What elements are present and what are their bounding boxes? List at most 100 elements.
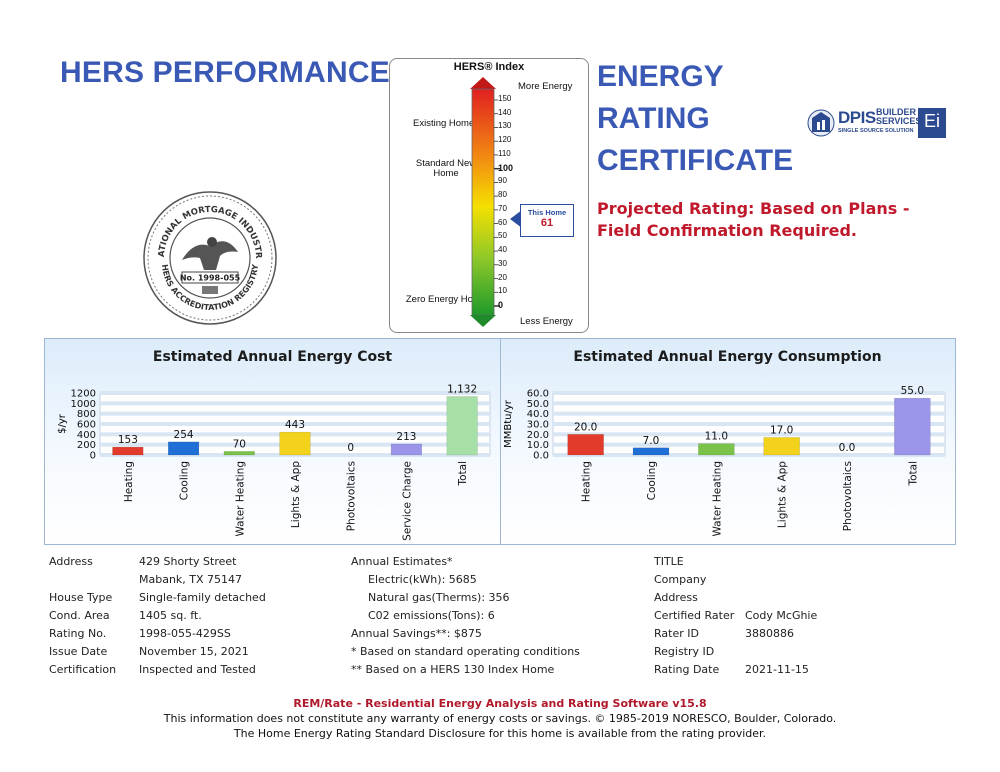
company-address-label: Address (654, 591, 698, 604)
page-title-left: HERS PERFORMANCE (60, 56, 390, 89)
hers-tick-label: 30 (498, 258, 507, 268)
hers-tick-label: 150 (498, 94, 512, 103)
projected-rating-note: Projected Rating: Based on Plans - Field… (597, 199, 910, 240)
bar-value-label: 20.0 (574, 421, 597, 433)
hers-tick-label: 80 (498, 190, 507, 200)
nmi-seal-icon: NATIONAL MORTGAGE INDUSTRY HERS ACCREDIT… (142, 190, 277, 325)
title-line: RATING (597, 102, 710, 135)
annual-savings: Annual Savings**: $875 (351, 627, 482, 640)
bar-value-label: 17.0 (770, 424, 793, 436)
company-label: Company (654, 573, 707, 586)
hers-index-gauge: HERS® Index More Energy Less Energy Exis… (389, 58, 589, 333)
cond-area-label: Cond. Area (49, 609, 110, 622)
hers-tick-label: 130 (498, 121, 512, 131)
category-label: Total (907, 461, 919, 487)
charts-panel: Estimated Annual Energy Cost Estimated A… (44, 338, 956, 545)
bar (894, 397, 931, 456)
bar (390, 443, 423, 456)
y-tick-label: 1200 (71, 389, 96, 400)
this-home-badge: This Home 61 (520, 204, 574, 237)
category-label: Water Heating (711, 461, 723, 537)
rater-id-label: Rater ID (654, 627, 699, 640)
category-label: Heating (581, 461, 593, 502)
hers-tick-label: 0 (498, 300, 504, 310)
seal-number: No. 1998-055 (180, 274, 241, 283)
title-line: ENERGY (597, 60, 724, 93)
address-label: Address (49, 555, 93, 568)
y-tick-label: 0.0 (533, 451, 549, 462)
logo-tagline: SINGLE SOURCE SOLUTION (838, 128, 914, 134)
arrow-up-icon (470, 77, 496, 89)
page-title-right: ENERGY RATING CERTIFICATE (597, 56, 793, 182)
hers-tick-label: 50 (498, 231, 507, 241)
bar-value-label: 55.0 (901, 385, 924, 397)
house-type-label: House Type (49, 591, 113, 604)
category-label: Cooling (179, 461, 191, 500)
y-tick-label: 0 (90, 451, 96, 462)
existing-homes-label: Existing Homes (413, 118, 479, 129)
hers-tick-label: 140 (498, 107, 512, 117)
hers-tick-label: 20 (498, 272, 507, 282)
y-axis-label: $/yr (57, 413, 68, 434)
y-tick-label: 400 (77, 430, 96, 441)
registry-id-label: Registry ID (654, 645, 715, 658)
y-tick-label: 60.0 (527, 389, 549, 400)
issue-date-label: Issue Date (49, 645, 108, 658)
category-label: Cooling (646, 461, 658, 500)
y-tick-label: 50.0 (527, 399, 549, 410)
logo-brand-line1: BUILDER (876, 107, 916, 117)
rating-date: 2021-11-15 (745, 663, 809, 676)
bar (632, 447, 670, 456)
hers-tick-label: 70 (498, 203, 507, 213)
category-label: Lights & App (777, 461, 789, 528)
this-home-label: This Home (527, 208, 567, 217)
address-line1: 429 Shorty Street (139, 555, 237, 568)
rater-id: 3880886 (745, 627, 794, 640)
bar-value-label: 213 (396, 431, 416, 443)
y-tick-label: 30.0 (527, 420, 549, 431)
dpis-logo: DPIS BUILDER SERVICES SINGLE SOURCE SOLU… (806, 106, 946, 140)
zero-energy-home-label: Zero Energy Home (405, 294, 487, 305)
y-tick-label: 20.0 (527, 430, 549, 441)
this-home-pointer-icon (510, 210, 522, 228)
y-tick-label: 40.0 (527, 409, 549, 420)
hers-scale-bar (470, 77, 500, 327)
category-label: Water Heating (234, 461, 246, 537)
bar-value-label: 7.0 (643, 435, 660, 447)
bar-value-label: 1,132 (447, 384, 477, 396)
bar (763, 437, 800, 456)
logo-brand: DPIS (838, 108, 876, 127)
certified-rater: Cody McGhie (745, 609, 818, 622)
bar (446, 396, 478, 456)
hers-tick-label: 110 (498, 148, 511, 158)
bar-value-label: 254 (174, 429, 194, 441)
arrow-down-icon (470, 315, 496, 327)
cost-chart: 020040060080010001200$/yr153Heating254Co… (57, 384, 491, 541)
less-energy-label: Less Energy (520, 316, 573, 327)
more-energy-label: More Energy (518, 81, 573, 92)
natural-gas-estimate: Natural gas(Therms): 356 (368, 591, 510, 604)
bar-value-label: 70 (233, 438, 246, 450)
dpis-logo-icon (807, 108, 946, 138)
category-label: Photovoltaics (346, 461, 358, 531)
title-line: CERTIFICATE (597, 144, 794, 177)
logo-brand-line2: SERVICES (876, 116, 922, 126)
bar-value-label: 443 (285, 419, 305, 431)
cost-chart-title: Estimated Annual Energy Cost (152, 349, 393, 365)
cond-area: 1405 sq. ft. (139, 609, 202, 622)
category-label: Total (457, 461, 469, 487)
annual-estimates-label: Annual Estimates* (351, 555, 453, 568)
bar (167, 441, 200, 456)
y-tick-label: 600 (77, 420, 96, 431)
co2-estimate: C02 emissions(Tons): 6 (368, 609, 495, 622)
bar-value-label: 153 (118, 434, 138, 446)
note-operating-conditions: * Based on standard operating conditions (351, 645, 580, 658)
y-axis-label: MMBtu/yr (503, 399, 514, 448)
rating-date-label: Rating Date (654, 663, 720, 676)
y-tick-label: 10.0 (527, 440, 549, 451)
certified-rater-label: Certified Rater (654, 609, 735, 622)
rating-no-label: Rating No. (49, 627, 107, 640)
bar (223, 451, 255, 456)
y-tick-label: 800 (77, 409, 96, 420)
category-label: Service Charge (401, 461, 413, 541)
